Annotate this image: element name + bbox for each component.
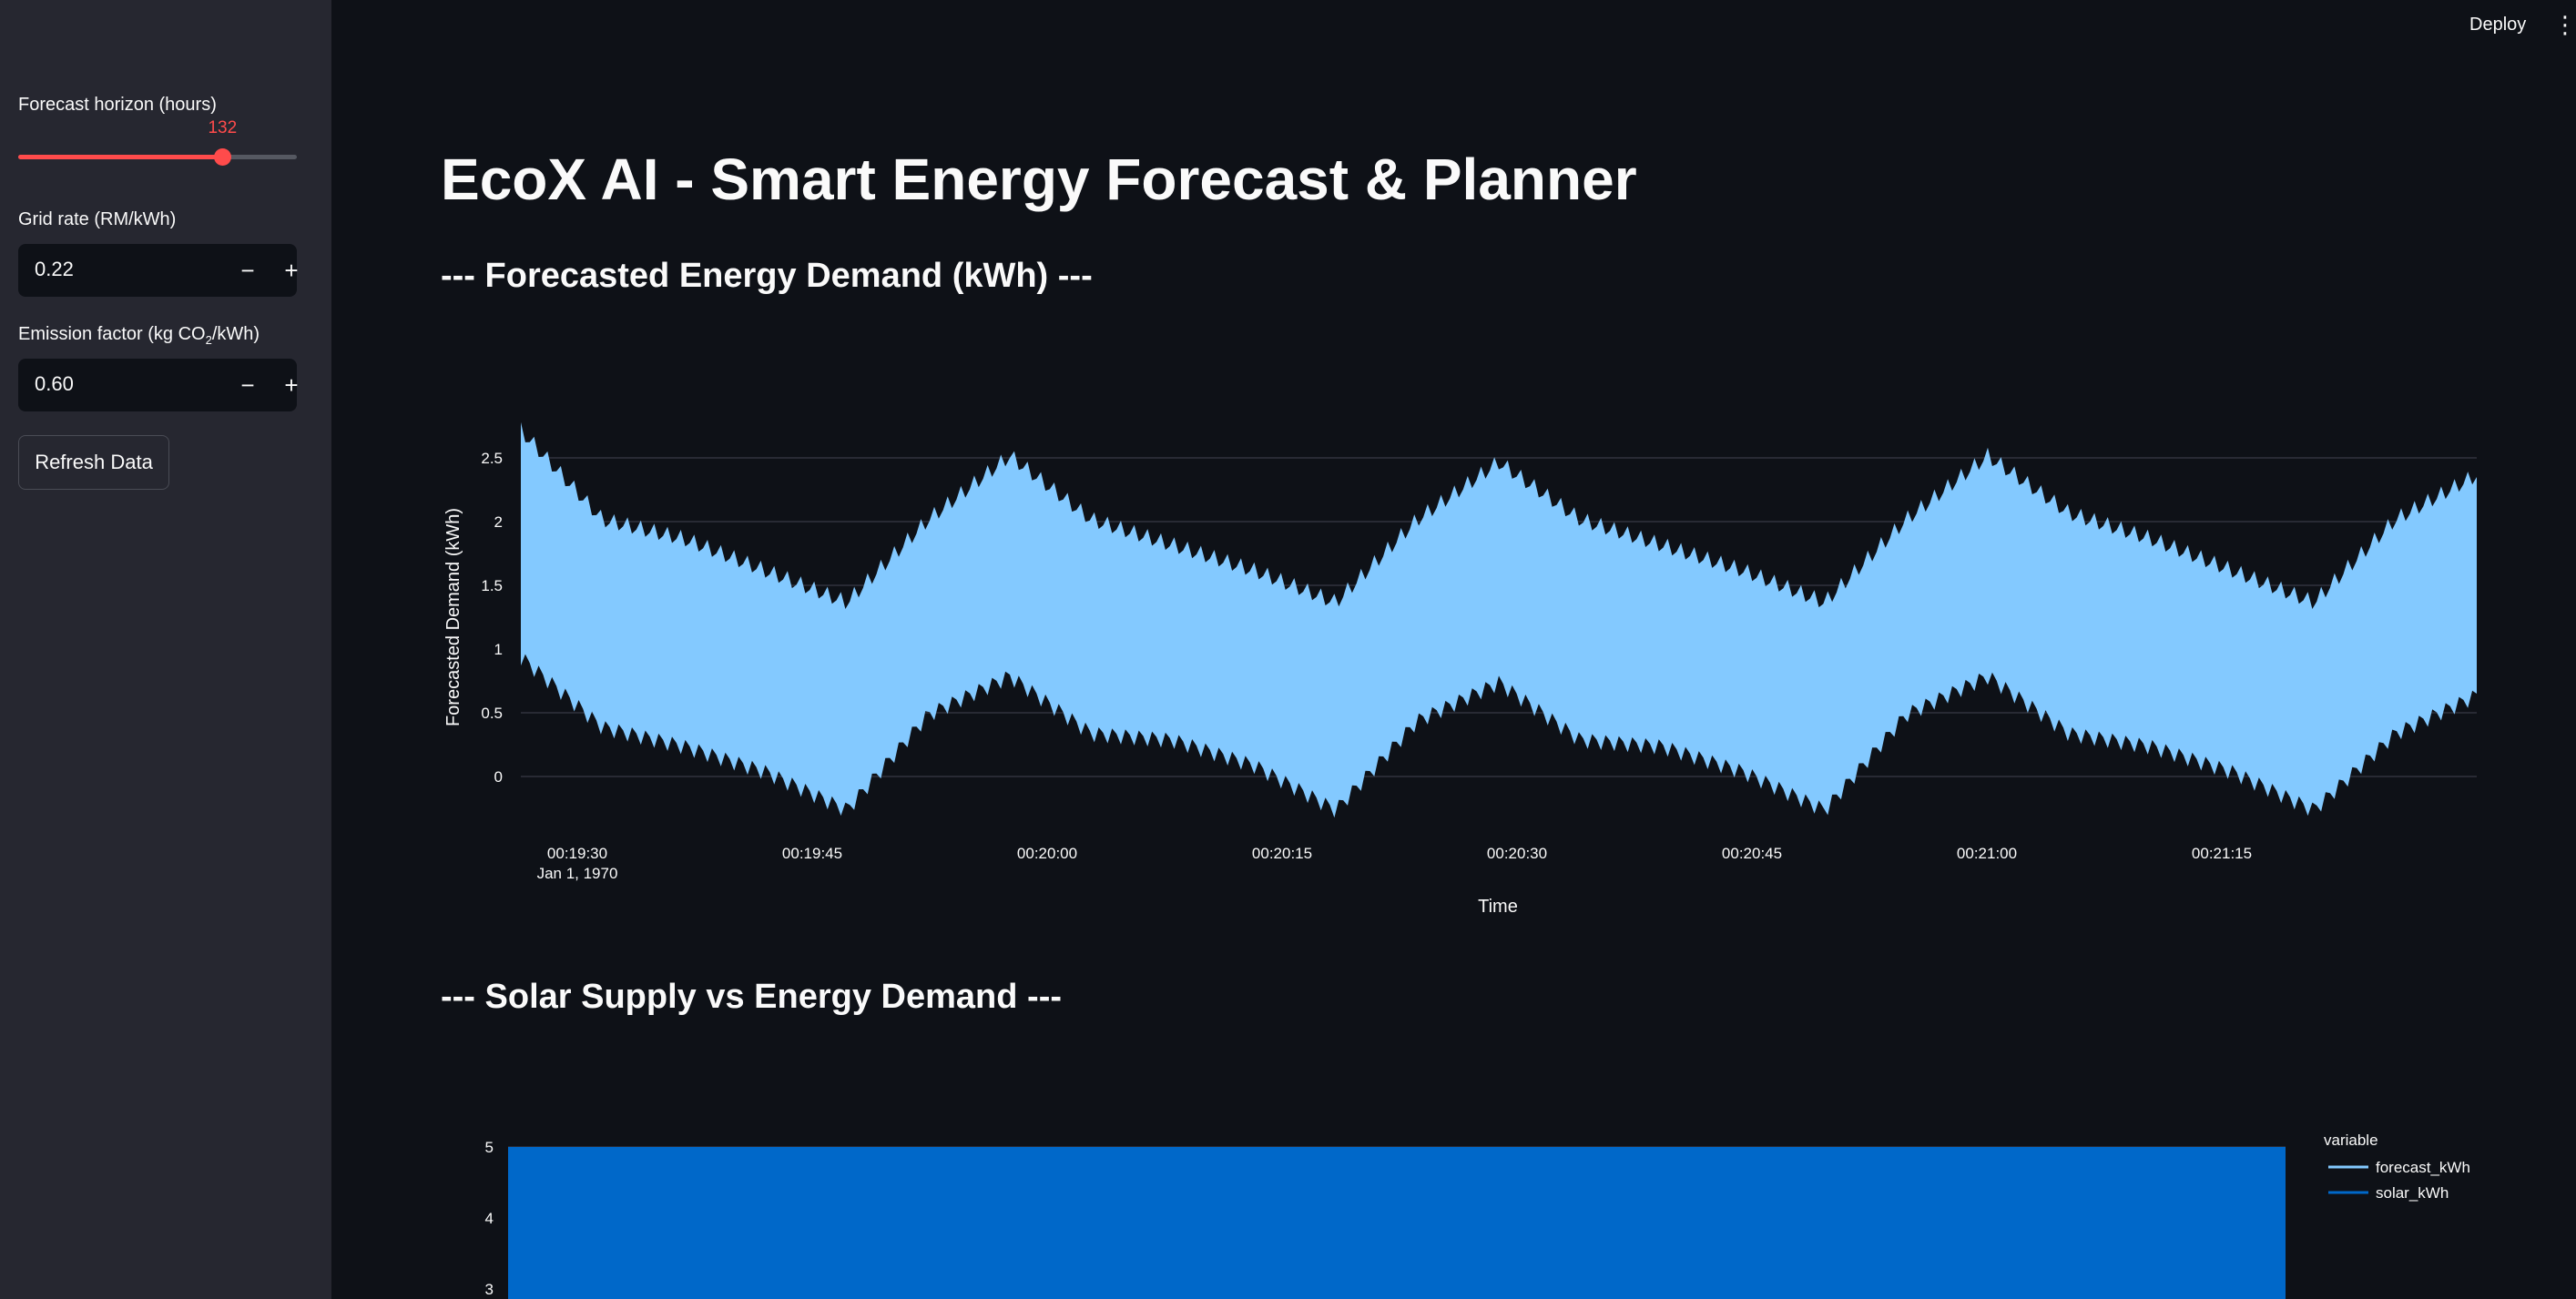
section-solar-heading: --- Solar Supply vs Energy Demand --- <box>441 978 1062 1016</box>
chart1-x-ticks: 00:19:30 00:19:45 00:20:00 00:20:15 00:20:30… <box>547 845 2252 862</box>
chart2-y-tick-label: 5 <box>485 1139 494 1156</box>
slider-thumb[interactable] <box>214 148 232 166</box>
emission-decrement-button[interactable]: − <box>240 371 255 399</box>
grid-rate-increment-button[interactable]: + <box>284 257 299 284</box>
chart1-y-ticks: 0 0.5 1 1.5 2 2.5 <box>481 450 503 786</box>
chart1-y-tick-label: 1.5 <box>481 577 503 594</box>
main-menu-icon[interactable]: ⋮ <box>2553 11 2576 38</box>
chart2-y-ticks: 3 4 5 <box>485 1139 494 1298</box>
chart2-y-tick-label: 4 <box>485 1210 494 1227</box>
emission-label-post: /kWh) <box>211 324 260 344</box>
emission-label-sub: 2 <box>205 333 212 347</box>
refresh-data-button[interactable]: Refresh Data <box>18 435 169 490</box>
grid-rate-decrement-button[interactable]: − <box>240 257 255 284</box>
chart1-y-tick-label: 0.5 <box>481 705 503 722</box>
legend-forecast-label: forecast_kWh <box>2376 1159 2470 1176</box>
forecast-horizon-slider[interactable]: 132 <box>18 118 297 166</box>
solar-area-series <box>508 1147 2286 1299</box>
chart1-x-tick-label: 00:20:45 <box>1722 845 1782 862</box>
chart1-x-tick-label: 00:20:15 <box>1252 845 1312 862</box>
forecast-area-series <box>521 421 2477 818</box>
chart1-y-tick-label: 2 <box>494 513 503 531</box>
solar-vs-demand-chart[interactable]: 3 4 5 variable forecast_kWh solar_kWh <box>428 1120 2559 1299</box>
legend-title: variable <box>2324 1132 2378 1149</box>
page-title: EcoX AI - Smart Energy Forecast & Planne… <box>441 147 1637 212</box>
emission-factor-value[interactable]: 0.60 <box>35 372 74 395</box>
chart1-x-sublabel: Jan 1, 1970 <box>537 865 618 882</box>
forecast-demand-chart[interactable]: 00.511.522.5 00:19:30 00:19:45 00:20:00 00:… <box>428 401 2486 929</box>
emission-factor-input[interactable]: 0.60 − + <box>18 359 299 411</box>
chart1-x-tick-label: 00:20:30 <box>1487 845 1547 862</box>
chart2-y-tick-label: 3 <box>485 1281 494 1298</box>
section-forecast-heading: --- Forecasted Energy Demand (kWh) --- <box>441 257 1093 295</box>
chart1-x-axis-title: Time <box>1478 897 1518 917</box>
chart1-y-axis-title: Forecasted Demand (kWh) <box>443 508 463 726</box>
grid-rate-label: Grid rate (RM/kWh) <box>18 209 177 229</box>
chart1-y-tick-label: 0 <box>494 768 503 786</box>
emission-label-pre: Emission factor (kg CO <box>18 324 206 344</box>
sidebar: Forecast horizon (hours) 132 Grid rate (… <box>0 0 331 1299</box>
chart1-y-tick-label: 1 <box>494 641 503 658</box>
slider-value: 132 <box>208 118 238 137</box>
chart1-x-tick-label: 00:19:45 <box>782 845 842 862</box>
emission-factor-label: Emission factor (kg CO2/kWh) <box>18 324 260 347</box>
slider-fill <box>18 155 223 159</box>
deploy-button[interactable]: Deploy <box>2469 15 2527 35</box>
chart1-x-tick-label: 00:20:00 <box>1017 845 1077 862</box>
grid-rate-input[interactable]: 0.22 − + <box>18 244 299 297</box>
chart1-x-tick-label: 00:21:00 <box>1957 845 2017 862</box>
chart1-x-tick-label: 00:19:30 <box>547 845 607 862</box>
emission-increment-button[interactable]: + <box>284 371 299 399</box>
grid-rate-value[interactable]: 0.22 <box>35 258 74 280</box>
chart1-x-tick-label: 00:21:15 <box>2192 845 2252 862</box>
chart1-y-tick-label: 2.5 <box>481 450 503 467</box>
legend-solar-label: solar_kWh <box>2376 1184 2449 1202</box>
forecast-horizon-label: Forecast horizon (hours) <box>18 95 217 115</box>
